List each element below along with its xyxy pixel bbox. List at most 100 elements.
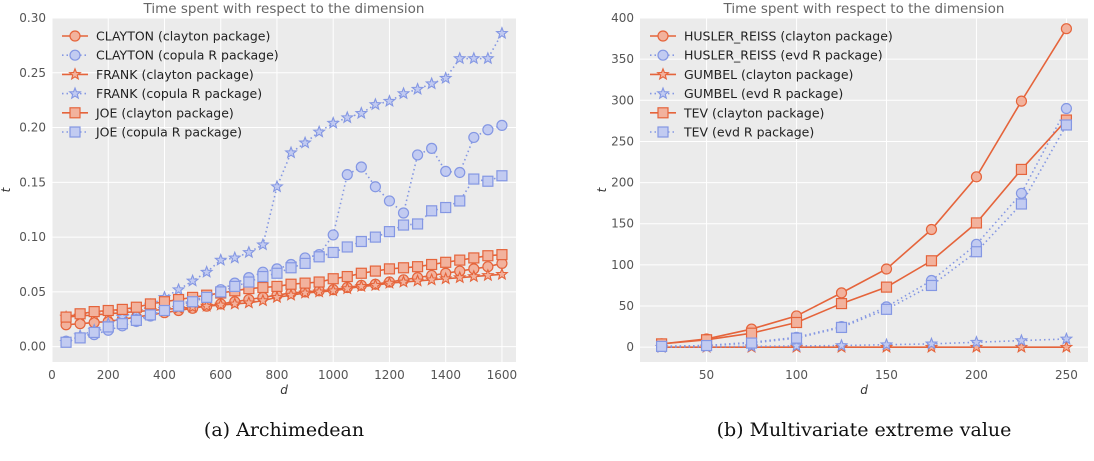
data-point — [271, 280, 283, 293]
x-tick-label: 800 — [266, 368, 289, 382]
data-point — [327, 229, 339, 241]
data-point — [1015, 95, 1028, 107]
data-point — [482, 250, 494, 262]
data-point — [835, 297, 848, 310]
x-axis-label: d — [280, 383, 288, 397]
y-tick-label: 300 — [611, 93, 634, 107]
data-point — [185, 273, 200, 287]
series-line — [661, 28, 1068, 345]
data-point — [340, 281, 355, 295]
data-point — [382, 94, 397, 108]
data-point — [925, 279, 938, 292]
data-point — [440, 201, 452, 214]
legend-entry: CLAYTON (copula R package) — [96, 48, 279, 63]
data-point — [790, 316, 803, 329]
data-point — [369, 265, 381, 277]
data-point — [411, 149, 424, 161]
data-point — [383, 226, 396, 238]
data-point — [925, 255, 938, 267]
legend-marker — [69, 49, 81, 61]
x-tick-label: 250 — [1055, 368, 1078, 382]
data-point — [368, 97, 383, 111]
data-point — [354, 279, 369, 293]
legend-entry: HUSLER_REISS (clayton package) — [684, 29, 893, 44]
data-point — [326, 283, 340, 297]
x-tick-label: 600 — [209, 368, 232, 382]
chart-title: Time spent with respect to the dimension — [722, 1, 1004, 17]
y-tick-label: 0 — [626, 340, 634, 354]
x-tick-label: 150 — [875, 368, 898, 382]
data-point — [74, 308, 86, 320]
data-point — [424, 272, 439, 286]
legend-entry: GUMBEL (evd R package) — [684, 86, 843, 101]
data-point — [60, 336, 72, 348]
data-point — [454, 195, 466, 207]
data-point — [438, 271, 453, 285]
x-tick-label: 1600 — [487, 368, 518, 382]
data-point — [1015, 198, 1028, 210]
data-point — [341, 270, 353, 283]
panel-caption: (a) Archimedean — [204, 419, 364, 441]
data-point — [424, 76, 439, 90]
y-tick-label: 100 — [611, 258, 634, 272]
data-point — [468, 252, 480, 264]
legend-entry: FRANK (clayton package) — [96, 67, 254, 82]
data-point — [481, 51, 495, 65]
y-tick-label: 150 — [611, 217, 634, 231]
y-tick-label: 0.25 — [19, 66, 46, 80]
y-tick-label: 0.10 — [19, 230, 46, 244]
data-point — [397, 262, 410, 274]
data-point — [354, 106, 369, 120]
data-point — [355, 267, 367, 279]
data-point — [496, 170, 508, 182]
data-point — [383, 263, 396, 275]
data-point — [411, 218, 424, 230]
data-point — [116, 318, 128, 330]
legend-entry: TEV (evd R package) — [683, 125, 814, 140]
data-point — [396, 86, 411, 100]
legend-marker — [656, 67, 670, 81]
data-point — [925, 223, 938, 236]
data-point — [298, 135, 312, 149]
data-point — [467, 51, 481, 65]
data-point — [285, 262, 297, 274]
data-point — [144, 298, 157, 310]
data-point — [467, 269, 481, 283]
data-point — [880, 263, 893, 275]
data-point — [496, 119, 508, 131]
panel-caption: (b) Multivariate extreme value — [717, 419, 1012, 441]
data-point — [495, 26, 509, 40]
data-point — [411, 261, 424, 273]
legend-entry: JOE (copula R package) — [95, 125, 242, 140]
y-tick-label: 0.30 — [19, 11, 46, 25]
data-point — [655, 340, 668, 352]
data-point — [468, 131, 480, 144]
data-point — [102, 321, 114, 333]
y-tick-label: 0.00 — [19, 340, 46, 354]
data-point — [144, 309, 157, 321]
data-point — [201, 291, 213, 303]
data-point — [396, 274, 411, 288]
data-point — [426, 142, 438, 154]
data-point — [340, 110, 355, 124]
x-tick-label: 1200 — [374, 368, 405, 382]
data-point — [454, 254, 466, 266]
data-point — [880, 281, 893, 293]
series-line — [661, 124, 1068, 348]
data-point — [969, 335, 984, 349]
y-tick-label: 400 — [611, 11, 634, 25]
data-point — [228, 250, 242, 264]
data-point — [468, 173, 480, 185]
data-point — [790, 332, 803, 344]
x-tick-label: 400 — [153, 368, 176, 382]
legend-marker — [68, 67, 82, 81]
x-tick-label: 200 — [97, 368, 120, 382]
data-point — [835, 287, 848, 299]
data-point — [1060, 102, 1073, 115]
y-tick-label: 0.05 — [19, 285, 46, 299]
data-point — [257, 281, 269, 294]
data-point — [924, 336, 939, 350]
legend-entry: HUSLER_REISS (evd R package) — [684, 48, 883, 63]
data-point — [102, 304, 114, 317]
